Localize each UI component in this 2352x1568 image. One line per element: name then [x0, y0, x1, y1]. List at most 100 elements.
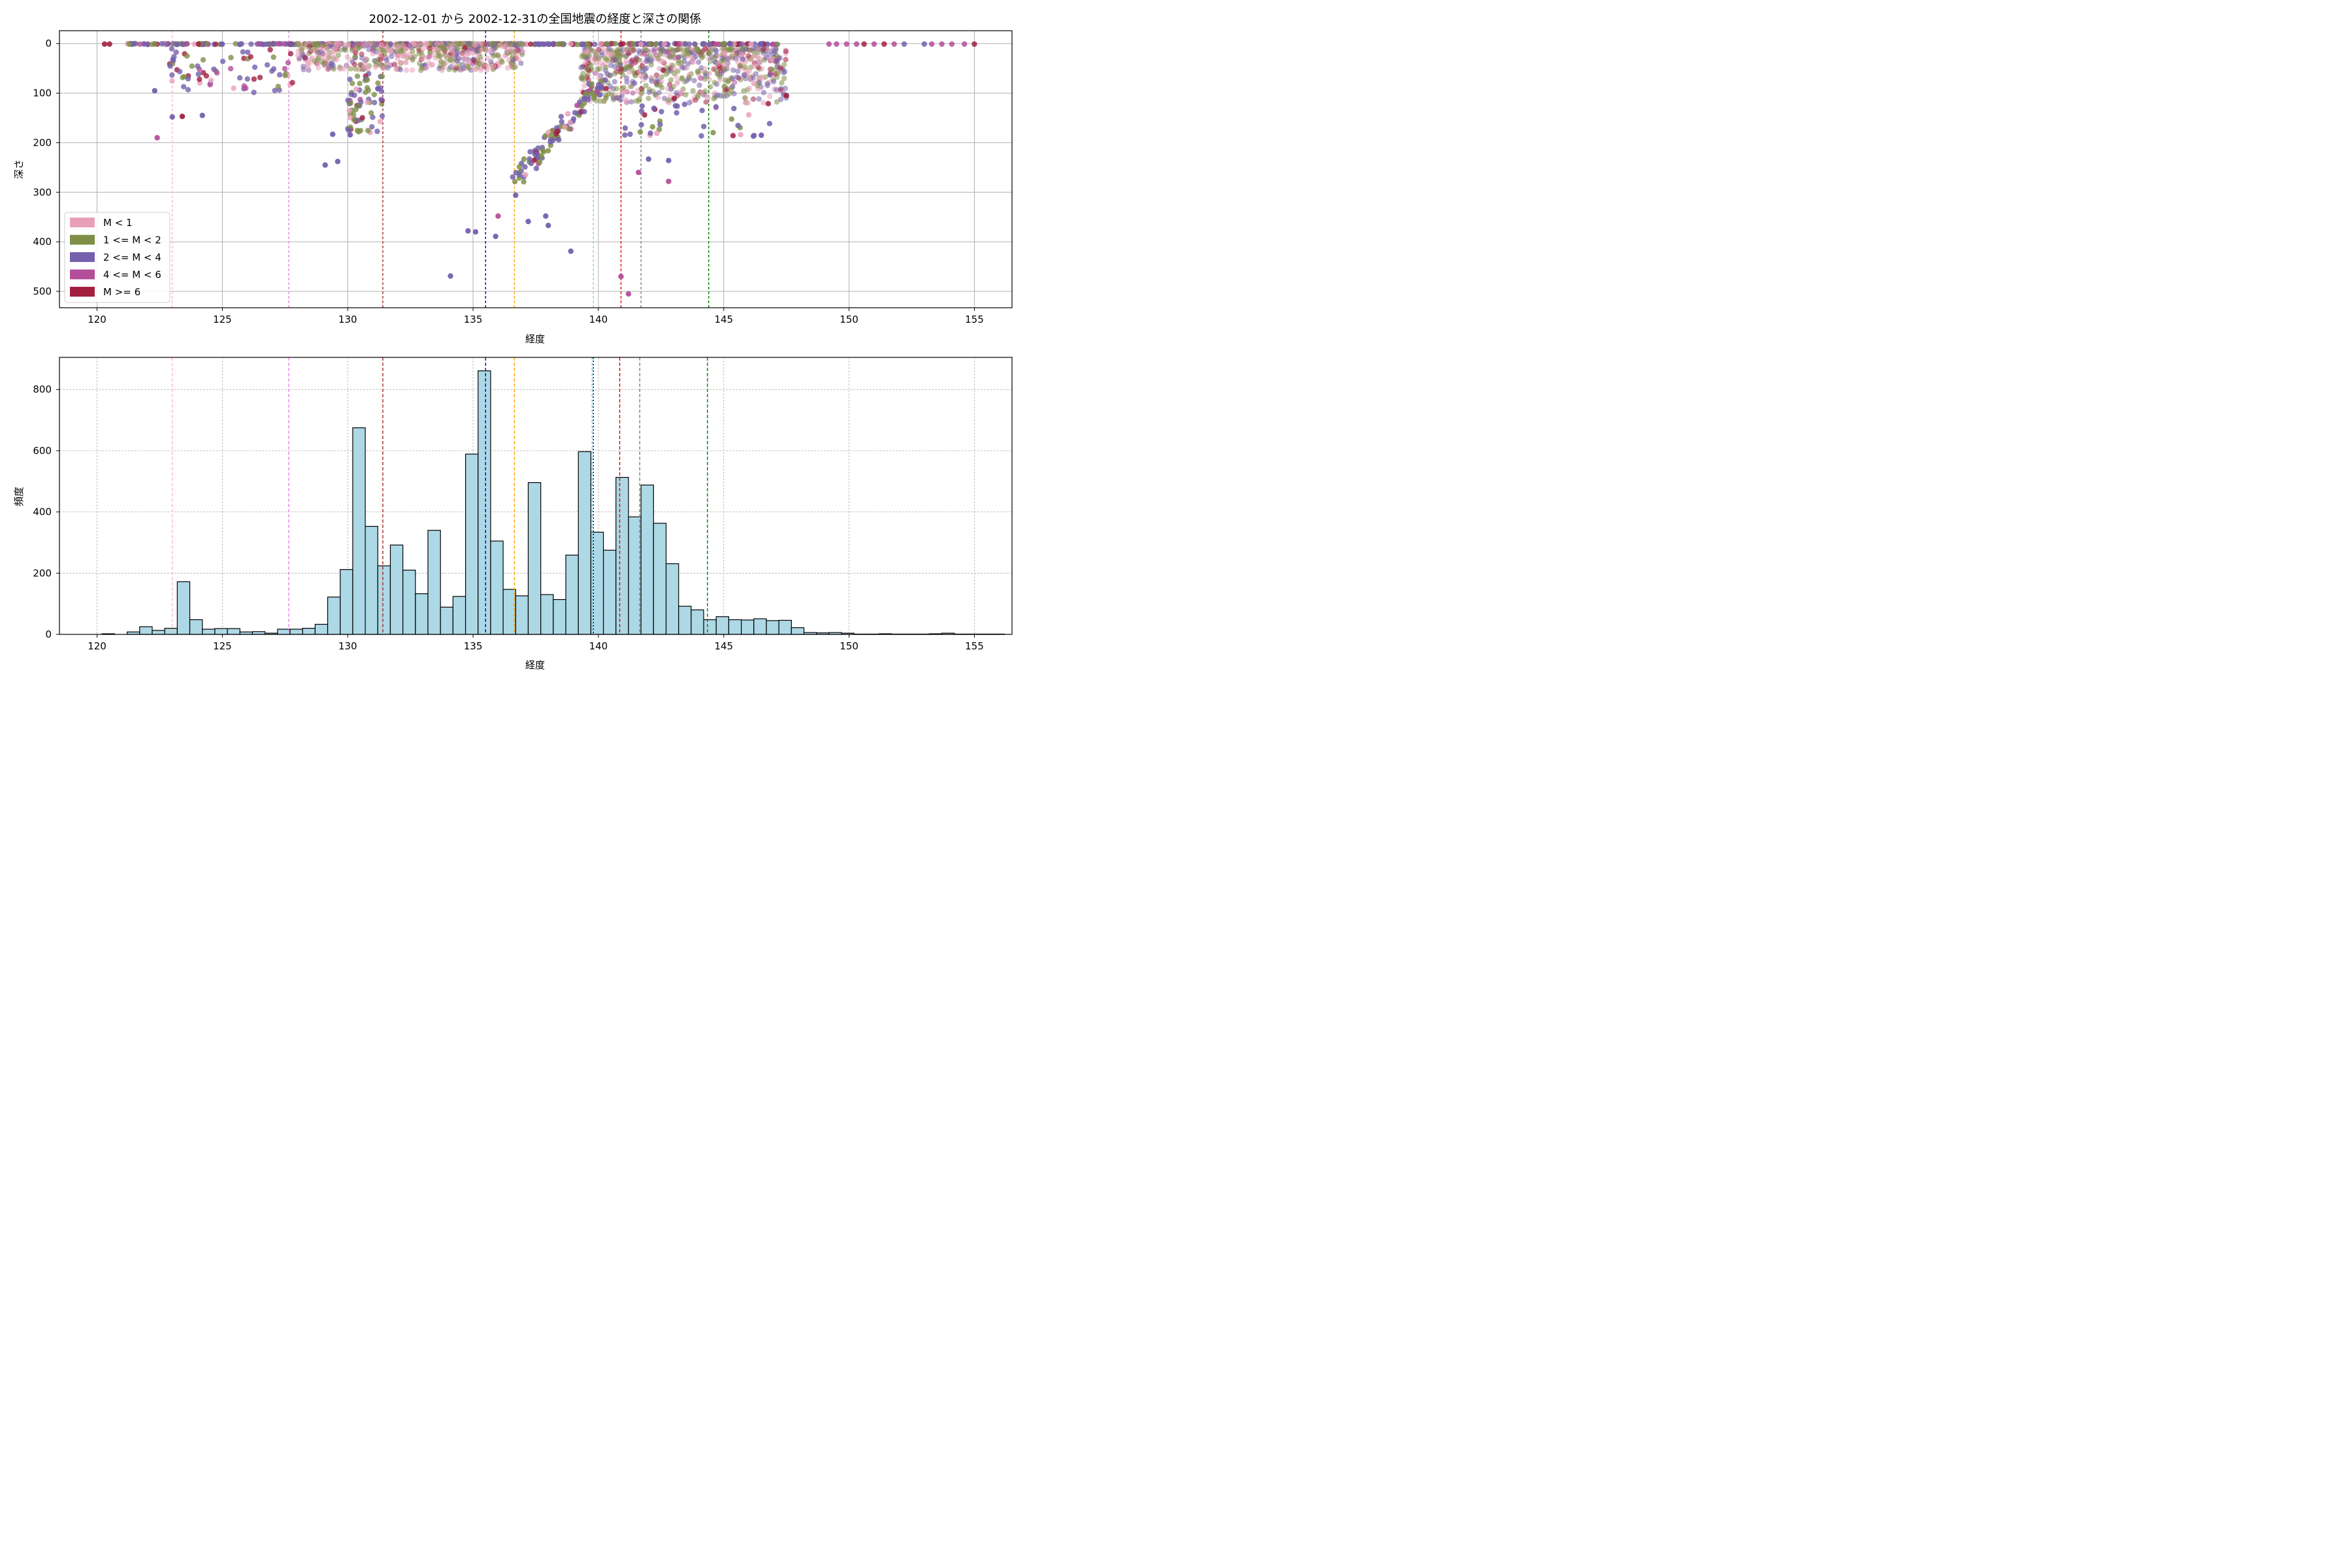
scatter-point — [466, 50, 472, 56]
scatter-y-tick-label: 0 — [45, 38, 52, 50]
histogram-bar — [465, 453, 479, 635]
scatter-point — [716, 61, 722, 67]
histogram-bar — [452, 596, 466, 635]
histogram-ticks: 120 125 130 135 140 145 150 155 0 200 400 600 800 — [33, 384, 983, 652]
histogram-bar — [277, 629, 291, 635]
scatter-point — [514, 46, 520, 52]
scatter-point — [380, 48, 387, 54]
histogram-bar — [578, 451, 592, 635]
histogram-bar — [766, 620, 779, 635]
scatter-point — [713, 104, 719, 110]
scatter-point — [760, 50, 766, 56]
scatter-point — [184, 53, 190, 59]
scatter-point — [368, 110, 374, 116]
histogram-x-tick-label: 135 — [464, 640, 483, 652]
histogram-x-axis-title: 経度 — [525, 659, 545, 671]
scatter-point — [348, 100, 353, 106]
scatter-point — [197, 76, 203, 82]
scatter-point — [629, 99, 634, 105]
scatter-point — [169, 46, 175, 52]
scatter-point — [521, 156, 527, 162]
histogram-bar — [490, 540, 504, 635]
scatter-point — [544, 41, 550, 47]
scatter-point — [674, 47, 680, 53]
scatter-point — [777, 87, 784, 93]
scatter-point — [672, 66, 678, 72]
scatter-point — [169, 78, 175, 84]
scatter-point — [653, 41, 659, 48]
histogram-x-tick-label: 140 — [589, 640, 608, 652]
scatter-point — [351, 92, 357, 99]
scatter-point — [612, 78, 617, 85]
legend-label: 4 <= M < 6 — [103, 269, 161, 281]
scatter-point — [543, 213, 549, 219]
scatter-point — [257, 74, 263, 80]
scatter-point — [783, 48, 789, 54]
scatter-point — [602, 77, 608, 83]
scatter-point — [731, 105, 737, 112]
scatter-point — [363, 90, 368, 95]
scatter-point — [528, 41, 534, 47]
scatter-point — [645, 156, 651, 162]
scatter-point — [379, 41, 385, 48]
histogram-bar — [427, 530, 441, 635]
scatter-point — [661, 95, 668, 101]
scatter-point — [657, 65, 662, 72]
scatter-grid — [59, 31, 1012, 308]
scatter-point — [659, 58, 666, 64]
scatter-point — [176, 69, 183, 74]
scatter-point — [333, 57, 338, 63]
scatter-point — [638, 41, 644, 47]
scatter-point — [901, 41, 907, 47]
scatter-point — [698, 133, 704, 139]
scatter-point — [330, 53, 336, 59]
scatter-point — [440, 44, 446, 50]
scatter-point — [756, 96, 762, 102]
scatter-point — [679, 75, 685, 81]
scatter-point — [949, 41, 955, 47]
scatter-point — [659, 47, 665, 53]
scatter-point — [335, 52, 342, 58]
scatter-point — [701, 123, 707, 129]
scatter-point — [615, 95, 621, 101]
scatter-point — [276, 72, 283, 78]
scatter-point — [760, 90, 767, 95]
scatter-point — [374, 128, 380, 135]
scatter-point — [169, 72, 175, 78]
histogram-bar — [227, 628, 240, 635]
scatter-point — [624, 79, 630, 85]
scatter-point — [308, 48, 314, 55]
scatter-point — [556, 137, 562, 143]
histogram-bar — [202, 629, 216, 635]
scatter-point — [316, 50, 322, 56]
histogram-reference-lines — [171, 357, 708, 634]
scatter-point — [742, 95, 748, 101]
scatter-point — [596, 46, 602, 53]
scatter-point — [684, 65, 690, 71]
scatter-point — [324, 46, 330, 52]
scatter-point — [746, 76, 753, 82]
scatter-point — [667, 46, 673, 52]
scatter-point — [711, 80, 717, 86]
scatter-point — [233, 41, 238, 47]
scatter-point — [499, 59, 505, 65]
scatter-point — [527, 149, 533, 155]
scatter-point — [375, 80, 381, 86]
scatter-point — [533, 165, 540, 171]
histogram-bar — [289, 629, 303, 635]
histogram-bar — [415, 593, 429, 635]
scatter-point — [636, 98, 642, 104]
scatter-point — [663, 71, 669, 77]
scatter-point — [400, 42, 406, 48]
histogram-bar — [327, 596, 341, 635]
scatter-point — [248, 54, 253, 60]
scatter-point — [331, 66, 337, 72]
scatter-x-tick-label: 125 — [213, 314, 232, 325]
scatter-point — [434, 41, 440, 47]
scatter-point — [191, 41, 197, 47]
scatter-point — [777, 97, 784, 103]
scatter-point — [275, 84, 281, 90]
scatter-point — [572, 110, 578, 116]
scatter-point — [738, 51, 744, 57]
scatter-point — [400, 53, 406, 59]
